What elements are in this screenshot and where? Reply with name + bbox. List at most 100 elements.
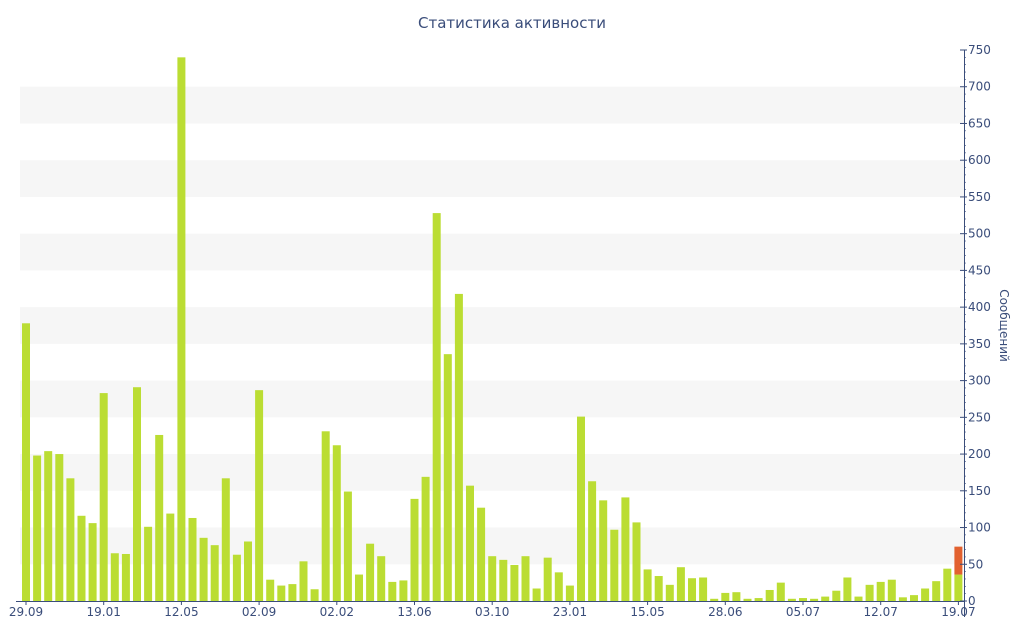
x-tick-label: 02.02 <box>320 605 354 619</box>
x-tick-label: 29.09 <box>9 605 43 619</box>
bar <box>799 598 807 601</box>
bar <box>188 517 197 601</box>
bar <box>355 574 363 601</box>
bar <box>565 585 574 601</box>
bar <box>388 581 397 601</box>
bar <box>177 57 186 601</box>
x-tick-label: 03.10 <box>475 605 509 619</box>
bar <box>521 556 530 601</box>
bar <box>266 579 275 601</box>
bar <box>577 416 585 601</box>
bar <box>443 354 452 601</box>
x-tick-label: 23.01 <box>553 605 587 619</box>
bar <box>532 588 541 601</box>
bar <box>865 584 874 601</box>
y-tick-label: 700 <box>968 80 991 94</box>
y-tick-label: 200 <box>968 447 991 461</box>
bar <box>454 293 463 601</box>
y-axis: 0 50 100 150 200 250 300 350 400 450 500 550 600 650 7… <box>960 43 991 617</box>
bar <box>232 554 241 601</box>
bar-highlight <box>954 546 963 575</box>
bar <box>221 478 230 601</box>
bar <box>366 543 375 601</box>
y-tick-label: 500 <box>968 227 991 241</box>
bar <box>543 557 552 601</box>
bar <box>466 485 474 601</box>
y-tick-label: 650 <box>968 116 991 130</box>
bar <box>310 589 319 601</box>
x-tick-label: 02.09 <box>242 605 276 619</box>
bar <box>754 598 763 601</box>
y-tick-label: 250 <box>968 410 991 424</box>
bar <box>898 597 907 601</box>
x-axis: 29.09 19.01 12.05 02.09 02.02 13.06 03.10 23.01… <box>9 601 976 619</box>
bar <box>721 592 730 601</box>
bar-series <box>22 57 963 601</box>
bar <box>610 529 619 601</box>
bar <box>643 569 652 601</box>
bar <box>499 559 508 601</box>
bar <box>66 478 75 601</box>
bar <box>921 588 930 601</box>
bar <box>477 507 486 601</box>
bar <box>710 598 719 601</box>
bar <box>121 553 130 601</box>
bar <box>133 387 141 601</box>
bar <box>155 434 164 601</box>
x-tick-label: 12.05 <box>164 605 198 619</box>
bar <box>321 431 330 601</box>
bar <box>876 581 885 601</box>
bar <box>255 390 264 601</box>
grid-band <box>20 307 964 344</box>
bar <box>99 393 108 601</box>
bar <box>810 598 819 601</box>
bar <box>288 584 297 601</box>
grid-band <box>20 160 964 197</box>
bar <box>621 497 630 601</box>
bar <box>854 596 863 601</box>
bar <box>488 556 497 601</box>
bar <box>244 541 252 601</box>
bar <box>77 515 86 601</box>
bar <box>210 545 219 601</box>
bar <box>377 556 386 601</box>
y-tick-label: 300 <box>968 374 991 388</box>
bar <box>732 592 741 601</box>
bar <box>588 481 597 601</box>
x-tick-label: 15.05 <box>630 605 664 619</box>
bar <box>821 596 830 601</box>
y-tick-label: 150 <box>968 484 991 498</box>
bar <box>954 574 963 601</box>
y-axis-title: Сообщений <box>997 289 1011 362</box>
grid-band <box>20 380 964 418</box>
y-tick-label: 350 <box>968 337 991 351</box>
bar <box>110 553 119 601</box>
bar <box>699 577 708 601</box>
bar <box>599 500 608 601</box>
bar <box>688 578 696 601</box>
bar <box>277 585 286 601</box>
x-tick-label: 13.06 <box>397 605 431 619</box>
grid-band <box>20 233 964 271</box>
bar <box>166 513 175 601</box>
bar <box>421 476 430 601</box>
bar <box>33 455 42 601</box>
bar <box>776 582 785 601</box>
y-tick-label: 0 <box>968 594 976 608</box>
bar <box>654 576 663 601</box>
bar <box>554 572 563 601</box>
y-tick-label: 100 <box>968 521 991 535</box>
bar <box>299 561 308 601</box>
bar <box>910 595 918 601</box>
y-tick-label: 550 <box>968 190 991 204</box>
bar <box>510 565 519 601</box>
y-tick-label: 750 <box>968 43 991 57</box>
chart-title: Статистика активности <box>418 14 606 32</box>
bar <box>332 445 341 601</box>
bar <box>743 598 752 601</box>
grid-band <box>20 86 964 124</box>
bar <box>632 522 641 601</box>
bar <box>343 491 352 601</box>
